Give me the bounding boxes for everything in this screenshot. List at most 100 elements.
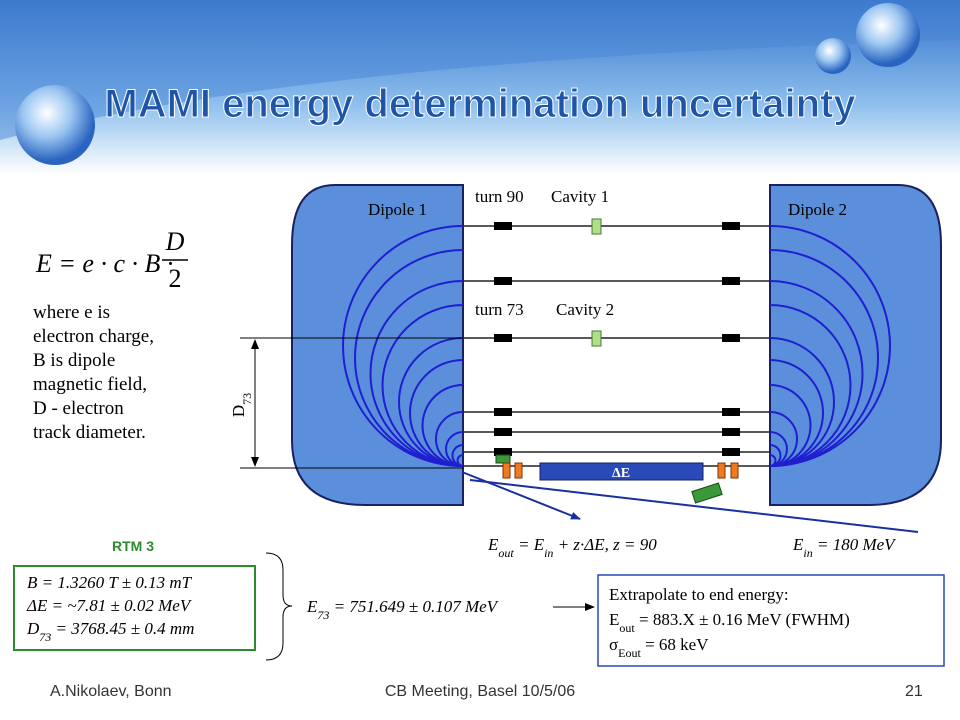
- explanation-line: D - electron: [33, 398, 124, 419]
- track-arc: [769, 280, 864, 467]
- bubble: [15, 85, 95, 165]
- e-out-formula: Eout = Ein + z·ΔE, z = 90: [487, 535, 657, 560]
- text-part: + z·ΔE, z = 90: [553, 535, 657, 554]
- arrow: [461, 471, 581, 520]
- e-in-formula: Ein = 180 MeV: [792, 535, 897, 560]
- text-part: E: [792, 535, 804, 554]
- text-part: = E: [514, 535, 545, 554]
- turn-label: turn 73: [475, 300, 524, 319]
- cavity-label: Cavity 1: [551, 187, 609, 206]
- track-arc: [769, 337, 835, 467]
- text-part: B = 1.3260 T ± 0.13 mT: [27, 573, 193, 592]
- quadrupole: [494, 222, 512, 230]
- element: [502, 462, 511, 479]
- subscript: in: [544, 546, 553, 560]
- quadrupole: [722, 428, 740, 436]
- track-arc: [398, 337, 464, 467]
- text-part: = 883.X ± 0.16 MeV (FWHM): [635, 610, 850, 629]
- formula-numerator: D: [165, 227, 185, 256]
- track-arc: [769, 225, 891, 467]
- track-arc: [369, 280, 464, 467]
- quadrupole: [722, 222, 740, 230]
- track-arc: [354, 249, 464, 467]
- quadrupole: [494, 277, 512, 285]
- bubble: [856, 3, 920, 67]
- explanation-line: magnetic field,: [33, 374, 147, 395]
- element: [717, 462, 726, 479]
- track-arc: [381, 304, 464, 467]
- text-part: = 751.649 ± 0.107 MeV: [329, 597, 499, 616]
- text-part: D: [229, 405, 248, 417]
- dipole-label: Dipole 2: [788, 200, 847, 219]
- rtm-line: D73 = 3768.45 ± 0.4 mm: [26, 619, 194, 644]
- turn-label: turn 90: [475, 187, 524, 206]
- dipole-label: Dipole 1: [368, 200, 427, 219]
- track-arc: [421, 384, 464, 467]
- bubble: [815, 38, 851, 74]
- quadrupole: [722, 408, 740, 416]
- text-part: = 68 keV: [641, 635, 709, 654]
- quadrupole: [494, 408, 512, 416]
- track-arc: [342, 225, 464, 467]
- explanation-line: where e is: [33, 302, 110, 323]
- delta-e-label: ΔE: [612, 466, 630, 481]
- footer-author: A.Nikolaev, Bonn: [50, 683, 172, 700]
- quadrupole: [722, 448, 740, 456]
- delta-e-box: [539, 462, 704, 481]
- rtm-box: [13, 565, 256, 651]
- rtm-line: ΔE = ~7.81 ± 0.02 MeV: [26, 596, 193, 615]
- extrapolate-heading: Extrapolate to end energy:: [609, 585, 789, 604]
- track-arc: [435, 411, 464, 467]
- element: [495, 454, 511, 464]
- rtm-label: RTM 3: [112, 538, 154, 554]
- text-part: D: [26, 619, 40, 638]
- text-part: E: [609, 610, 619, 629]
- text-part: E: [487, 535, 499, 554]
- subscript: 73: [240, 393, 254, 405]
- text-part: σ: [609, 635, 618, 654]
- footer-meeting: CB Meeting, Basel 10/5/06: [385, 683, 575, 700]
- beam-line: [469, 479, 919, 533]
- element: [730, 462, 739, 479]
- footer-page: 21: [905, 683, 923, 700]
- explanation-line: electron charge,: [33, 326, 154, 347]
- track-arc: [769, 384, 812, 467]
- formula-denominator: 2: [169, 264, 182, 293]
- text-part: ΔE = ~7.81 ± 0.02 MeV: [26, 596, 193, 615]
- quadrupole: [494, 448, 512, 456]
- subscript: out: [619, 621, 635, 635]
- e73-result: E73 = 751.649 ± 0.107 MeV: [306, 597, 500, 622]
- explanation-line: B is dipole: [33, 350, 115, 371]
- text-part: = 180 MeV: [813, 535, 897, 554]
- track-arc: [456, 454, 464, 467]
- text-part: = 3768.45 ± 0.4 mm: [51, 619, 194, 638]
- formula-lhs: E = e · c · B ·: [35, 249, 173, 278]
- cavity: [591, 218, 602, 235]
- track-arc: [769, 249, 879, 467]
- rtm-line: B = 1.3260 T ± 0.13 mT: [27, 573, 193, 592]
- element: [691, 482, 723, 504]
- header-swoosh: [0, 0, 960, 140]
- subscript: in: [803, 546, 812, 560]
- track-arc: [769, 411, 798, 467]
- subscript: 73: [317, 608, 329, 622]
- explanation-line: track diameter.: [33, 422, 146, 443]
- subscript: 73: [39, 630, 51, 644]
- quadrupole: [722, 334, 740, 342]
- extrapolate-line: Eout = 883.X ± 0.16 MeV (FWHM): [609, 610, 850, 635]
- element: [514, 462, 523, 479]
- track-arc: [769, 454, 777, 467]
- quadrupole: [494, 334, 512, 342]
- quadrupole: [722, 277, 740, 285]
- track-arc: [409, 359, 464, 467]
- title: MAMI energy determination uncertainty: [104, 82, 856, 126]
- dipole-2: [769, 184, 942, 506]
- quadrupole: [494, 428, 512, 436]
- cavity-label: Cavity 2: [556, 300, 614, 319]
- extrapolate-box: [597, 574, 945, 667]
- subscript: Eout: [618, 646, 641, 660]
- dipole-1: [291, 184, 464, 506]
- track-arc: [769, 304, 852, 467]
